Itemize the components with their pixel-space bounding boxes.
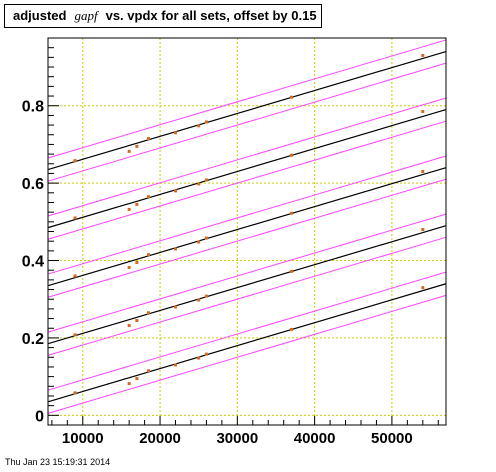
data-point xyxy=(146,253,150,257)
data-point xyxy=(197,356,201,360)
fit-line xyxy=(47,109,447,229)
data-point xyxy=(73,391,77,395)
data-point xyxy=(289,95,293,99)
data-point xyxy=(127,324,131,328)
band-line xyxy=(47,155,447,275)
data-point xyxy=(197,240,201,244)
x-axis-ticks: 10000 20000 30000 40000 50000 xyxy=(51,416,439,447)
data-point xyxy=(146,137,150,141)
data-point xyxy=(421,170,425,174)
fit-line xyxy=(47,225,447,345)
data-point xyxy=(174,305,178,309)
data-point xyxy=(174,247,178,251)
data-point xyxy=(73,216,77,220)
fit-lines xyxy=(47,50,447,403)
band-line xyxy=(47,213,447,333)
chart-title: adjusted gapf vs. vpdx for all sets, offse… xyxy=(4,4,322,28)
y-axis-ticks: 0 0.2 0.4 0.6 0.8 xyxy=(22,37,59,426)
data-point xyxy=(174,131,178,135)
x-tick-label: 40000 xyxy=(294,430,336,447)
y-tick-label: 0.4 xyxy=(22,254,44,271)
data-point xyxy=(73,274,77,278)
y-tick-label: 0.2 xyxy=(22,331,44,348)
data-point xyxy=(73,333,77,337)
band-line xyxy=(47,271,447,391)
data-point xyxy=(135,260,139,264)
data-point xyxy=(127,265,131,269)
data-point xyxy=(146,311,150,315)
data-point xyxy=(127,207,131,211)
band-lines xyxy=(47,39,447,414)
data-point xyxy=(289,153,293,157)
data-point xyxy=(421,228,425,232)
x-tick-label: 10000 xyxy=(62,430,104,447)
data-point xyxy=(421,110,425,114)
data-point xyxy=(204,236,208,240)
data-point xyxy=(135,377,139,381)
data-point xyxy=(73,159,77,163)
band-line xyxy=(47,178,447,298)
data-point xyxy=(204,178,208,182)
data-point xyxy=(146,195,150,199)
data-point xyxy=(127,382,131,386)
fit-line xyxy=(47,167,447,287)
data-points xyxy=(73,53,425,395)
x-tick-label: 20000 xyxy=(139,430,181,447)
timestamp-footer: Thu Jan 23 15:19:31 2014 xyxy=(5,457,111,467)
y-tick-label: 0.6 xyxy=(22,176,44,193)
data-point xyxy=(289,269,293,273)
data-point xyxy=(204,294,208,298)
data-point xyxy=(421,53,425,57)
band-line xyxy=(47,97,447,217)
data-point xyxy=(127,149,131,153)
y-tick-label: 0 xyxy=(35,408,44,425)
title-math: gapf xyxy=(74,8,98,23)
data-point xyxy=(174,363,178,367)
band-line xyxy=(47,294,447,414)
title-suffix: vs. vpdx for all sets, offset by 0.15 xyxy=(105,8,317,23)
data-point xyxy=(135,202,139,206)
data-point xyxy=(146,369,150,373)
data-point xyxy=(197,124,201,128)
band-line xyxy=(47,62,447,182)
y-tick-label: 0.8 xyxy=(22,99,44,116)
data-point xyxy=(204,120,208,124)
data-point xyxy=(197,298,201,302)
band-line xyxy=(47,39,447,159)
data-point xyxy=(204,352,208,356)
data-point xyxy=(174,189,178,193)
band-line xyxy=(47,236,447,356)
fit-line xyxy=(47,50,447,171)
data-point xyxy=(135,319,139,323)
data-point xyxy=(197,182,201,186)
x-tick-label: 50000 xyxy=(371,430,413,447)
data-point xyxy=(135,144,139,148)
data-point xyxy=(289,211,293,215)
data-point xyxy=(289,327,293,331)
x-tick-label: 30000 xyxy=(216,430,258,447)
band-line xyxy=(47,120,447,240)
title-prefix: adjusted xyxy=(13,8,67,23)
fit-line xyxy=(47,283,447,403)
data-point xyxy=(421,286,425,290)
